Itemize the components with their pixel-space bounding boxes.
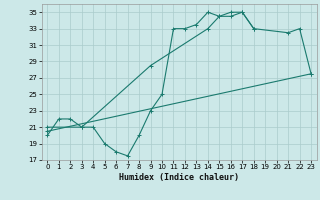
X-axis label: Humidex (Indice chaleur): Humidex (Indice chaleur) xyxy=(119,173,239,182)
